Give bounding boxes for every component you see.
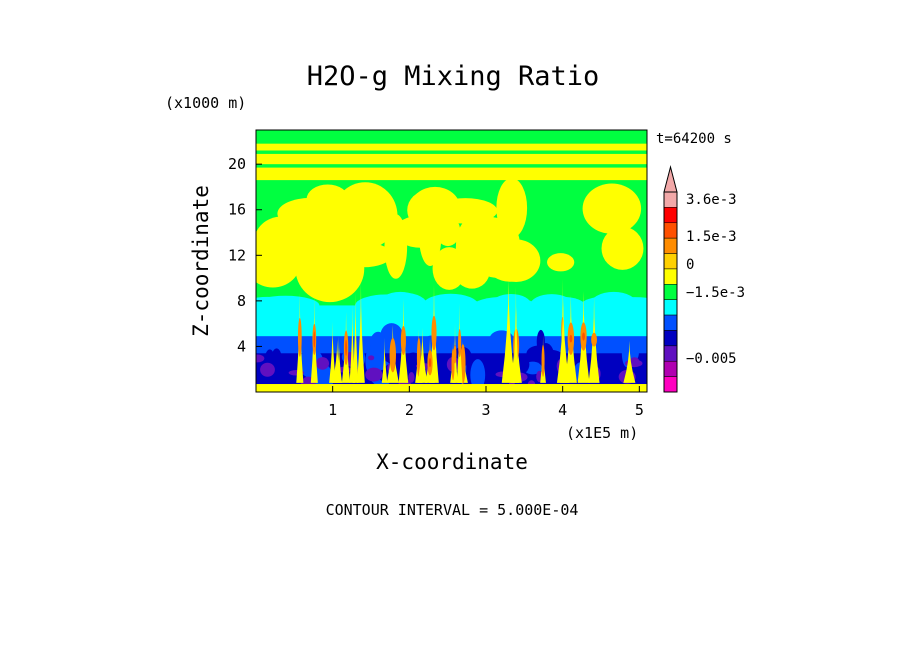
y-tick-label: 4 — [237, 337, 246, 355]
colorbar-segment — [663, 191, 678, 208]
colorbar-label: −1.5e-3 — [686, 285, 745, 301]
x-tick-label: 4 — [558, 401, 567, 419]
y-tick-label: 8 — [237, 292, 246, 310]
x-tick-label: 5 — [635, 401, 644, 419]
x-axis: 1 2 3 4 5 — [328, 386, 644, 419]
colorbar-segment — [663, 314, 678, 331]
chart-title: H2O-g Mixing Ratio — [307, 61, 600, 92]
colorbar-segment — [663, 345, 678, 362]
colorbar-label: 3.6e-3 — [686, 192, 737, 208]
y-axis-title: Z-coordinate — [189, 185, 213, 337]
time-label: t=64200 s — [656, 131, 732, 147]
colorbar-segment — [663, 360, 678, 377]
colorbar-frame — [663, 191, 678, 393]
colorbar: 3.6e-3 1.5e-3 0 −1.5e-3 −0.005 — [663, 165, 745, 393]
colorbar-segment — [663, 222, 678, 239]
y-tick-label: 16 — [228, 201, 246, 219]
colorbar-arrow — [663, 165, 678, 193]
contour-interval-note: CONTOUR INTERVAL = 5.000E-04 — [326, 501, 579, 519]
y-tick-label: 12 — [228, 246, 246, 264]
colorbar-segment — [663, 284, 678, 300]
colorbar-label: 1.5e-3 — [686, 229, 737, 245]
x-tick-label: 3 — [481, 401, 490, 419]
colorbar-label: −0.005 — [686, 351, 737, 367]
contour-field — [256, 130, 647, 392]
x-tick-label: 2 — [405, 401, 414, 419]
colorbar-segment — [663, 237, 678, 254]
x-tick-label: 1 — [328, 401, 337, 419]
colorbar-segment — [663, 330, 678, 347]
colorbar-segment — [663, 253, 678, 270]
x-unit-label: (x1E5 m) — [566, 424, 638, 442]
x-axis-title: X-coordinate — [376, 450, 528, 474]
y-tick-label: 20 — [228, 155, 246, 173]
colorbar-segment — [663, 207, 678, 224]
colorbar-segment — [663, 299, 678, 316]
colorbar-segment — [663, 268, 678, 285]
colorbar-label: 0 — [686, 257, 694, 273]
plot-frame — [255, 129, 648, 393]
y-axis: 4 8 12 16 20 — [228, 155, 262, 355]
y-unit-label: (x1000 m) — [165, 94, 246, 112]
colorbar-segment — [663, 376, 678, 393]
